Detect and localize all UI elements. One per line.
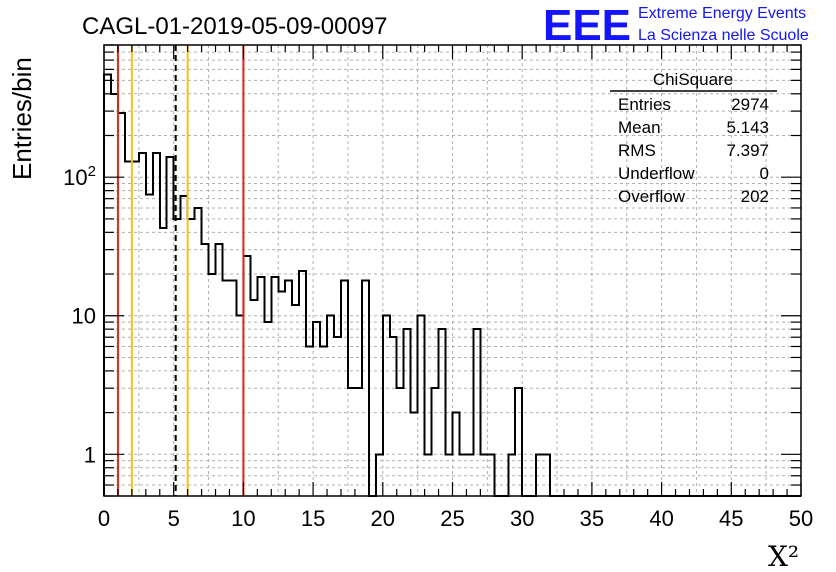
stats-value: 7.397 [726, 141, 769, 160]
x-tick-label: 0 [98, 506, 110, 531]
y-tick-label: 1 [84, 442, 96, 467]
x-tick-label: 15 [301, 506, 325, 531]
stats-box: ChiSquare Entries 2974 Mean 5.143 RMS 7.… [610, 70, 777, 206]
x-tick-label: 25 [440, 506, 464, 531]
x-axis-label: X² [768, 540, 799, 572]
stats-label: Overflow [618, 187, 686, 206]
y-tick-label: 102 [63, 163, 96, 190]
logo-line1: Extreme Energy Events [638, 5, 806, 22]
stats-row-overflow: Overflow 202 [618, 187, 769, 206]
eee-logo: EEE Extreme Energy Events La Scienza nel… [543, 1, 809, 50]
x-tick-label: 20 [371, 506, 395, 531]
x-tick-label: 35 [580, 506, 604, 531]
x-tick-label: 5 [168, 506, 180, 531]
stats-value: 2974 [731, 95, 769, 114]
x-tick-label: 10 [231, 506, 255, 531]
stats-row-underflow: Underflow 0 [618, 164, 769, 183]
x-tick-label: 40 [649, 506, 673, 531]
y-tick-label: 10 [72, 304, 96, 329]
x-tick-label: 30 [510, 506, 534, 531]
logo-mark: EEE [543, 1, 631, 50]
stats-row-entries: Entries 2974 [618, 95, 769, 114]
stats-label: RMS [618, 141, 656, 160]
y-axis-label: Entries/bin [7, 57, 37, 180]
stats-row-mean: Mean 5.143 [618, 118, 769, 137]
x-tick-label: 50 [789, 506, 813, 531]
logo-line2: La Scienza nelle Scuole [638, 27, 809, 44]
stats-row-rms: RMS 7.397 [618, 141, 769, 160]
x-tick-label: 45 [719, 506, 743, 531]
stats-label: Underflow [618, 164, 695, 183]
chart-title: CAGL-01-2019-05-09-00097 [82, 13, 388, 40]
stats-value: 0 [760, 164, 769, 183]
stats-value: 202 [741, 187, 769, 206]
plot-area: 0 5 10 15 20 25 30 35 40 45 50 1 10 102 [63, 44, 813, 531]
stats-value: 5.143 [726, 118, 769, 137]
stats-title: ChiSquare [653, 70, 733, 89]
stats-label: Entries [618, 95, 671, 114]
stats-label: Mean [618, 118, 661, 137]
